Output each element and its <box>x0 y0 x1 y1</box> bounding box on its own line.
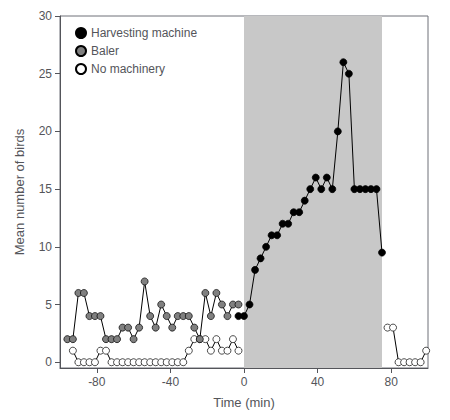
svg-text:15: 15 <box>39 182 53 196</box>
svg-text:5: 5 <box>45 298 52 312</box>
svg-text:-80: -80 <box>88 375 106 389</box>
svg-text:Harvesting machine: Harvesting machine <box>91 26 197 40</box>
svg-text:0: 0 <box>241 375 248 389</box>
svg-text:30: 30 <box>39 9 53 23</box>
svg-text:Mean number of birds: Mean number of birds <box>12 128 27 255</box>
svg-text:10: 10 <box>39 240 53 254</box>
svg-text:Baler: Baler <box>91 44 119 58</box>
svg-text:25: 25 <box>39 67 53 81</box>
svg-text:40: 40 <box>311 375 325 389</box>
svg-text:20: 20 <box>39 124 53 138</box>
svg-text:80: 80 <box>385 375 399 389</box>
svg-text:No machinery: No machinery <box>91 62 165 76</box>
svg-text:-40: -40 <box>162 375 180 389</box>
svg-text:0: 0 <box>45 355 52 369</box>
svg-text:Time (min): Time (min) <box>213 395 275 410</box>
